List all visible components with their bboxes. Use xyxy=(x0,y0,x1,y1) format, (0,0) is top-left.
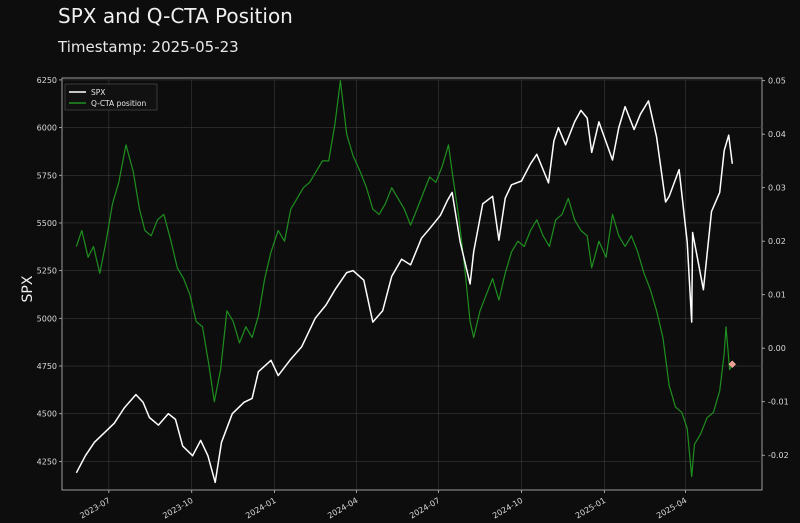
x-tick-label: 2024-04 xyxy=(326,496,359,521)
y-tick-label: 4500 xyxy=(37,410,57,419)
q-cta-line xyxy=(75,80,733,478)
x-tick-label: 2024-01 xyxy=(244,496,277,521)
y2-tick-label: -0.02 xyxy=(768,451,789,460)
y2-tick-label: 0.05 xyxy=(768,77,786,86)
y-tick-label: 5000 xyxy=(37,314,57,323)
y2-tick-label: 0.01 xyxy=(768,291,786,300)
x-tick-label: 2024-07 xyxy=(408,496,441,521)
y-axis-left: 4250 4500 4750 5000 5250 5500 5750 6000 6250 xyxy=(37,76,62,466)
y2-tick-label: -0.01 xyxy=(768,398,789,407)
y2-tick-label: 0.00 xyxy=(768,344,786,353)
y-axis-right: -0.02 -0.01 0.00 0.01 0.02 0.03 0.04 0.05 xyxy=(762,77,789,460)
y-tick-label: 6250 xyxy=(37,76,57,85)
spx-line xyxy=(75,100,734,484)
y2-tick-label: 0.03 xyxy=(768,184,786,193)
y-tick-label: 5750 xyxy=(37,171,57,180)
y-tick-label: 4750 xyxy=(37,362,57,371)
y-axis-label: SPX xyxy=(20,275,36,302)
plot-area xyxy=(61,77,763,491)
latest-position-marker xyxy=(728,360,737,369)
x-tick-label: 2025-04 xyxy=(655,496,688,521)
chart-title: SPX and Q-CTA Position xyxy=(58,4,293,28)
legend-label-spx: SPX xyxy=(91,88,105,97)
y-tick-label: 5250 xyxy=(37,267,57,276)
chart-subtitle: Timestamp: 2025-05-23 xyxy=(58,38,239,56)
grid-lines xyxy=(62,78,762,490)
x-tick-label: 2023-07 xyxy=(78,496,111,521)
y-tick-label: 6000 xyxy=(37,124,57,133)
x-tick-label: 2025-01 xyxy=(574,496,607,521)
legend: SPX Q-CTA position xyxy=(64,83,158,111)
legend-label-cta: Q-CTA position xyxy=(91,99,147,108)
x-axis: 2023-07 2023-10 2024-01 2024-04 2024-07 2024-… xyxy=(78,490,688,520)
y-tick-label: 4250 xyxy=(37,457,57,466)
y-tick-label: 5500 xyxy=(37,219,57,228)
series-lines xyxy=(75,80,737,484)
y2-tick-label: 0.04 xyxy=(768,130,786,139)
legend-box xyxy=(64,83,158,111)
y2-tick-label: 0.02 xyxy=(768,237,786,246)
x-tick-label: 2024-10 xyxy=(491,496,524,521)
x-tick-label: 2023-10 xyxy=(161,496,194,521)
